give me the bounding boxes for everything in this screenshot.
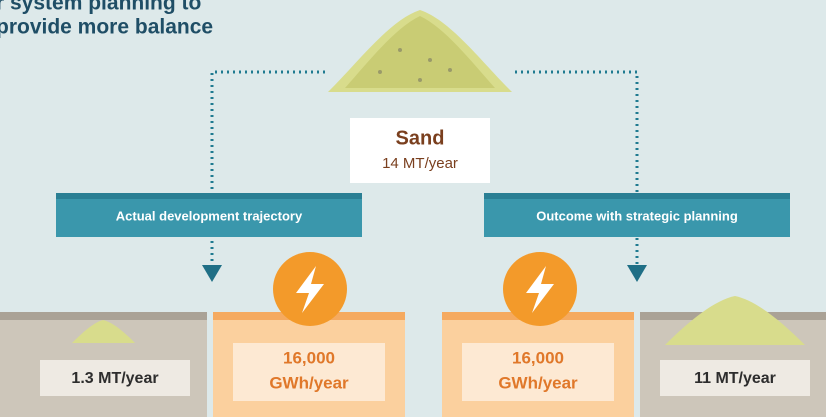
energy-unit: GWh/year <box>498 373 578 392</box>
energy-unit: GWh/year <box>269 373 349 392</box>
banner-strip <box>56 193 362 199</box>
box-strip <box>0 312 207 320</box>
sand-value: 1.3 MT/year <box>71 370 158 387</box>
branch-label: Outcome with strategic planning <box>536 208 738 223</box>
branch-label: Actual development trajectory <box>116 208 303 223</box>
banner-strip <box>484 193 790 199</box>
infographic: r system planning to provide more balanc… <box>0 0 826 417</box>
title-line: provide more balance <box>0 16 213 39</box>
source-amount: 14 MT/year <box>382 155 458 172</box>
energy-value: 16,000 <box>283 348 335 367</box>
energy-value: 16,000 <box>512 348 564 367</box>
sand-value: 11 MT/year <box>694 370 776 387</box>
title-line: r system planning to <box>0 0 201 15</box>
source-label: Sand <box>396 127 445 149</box>
